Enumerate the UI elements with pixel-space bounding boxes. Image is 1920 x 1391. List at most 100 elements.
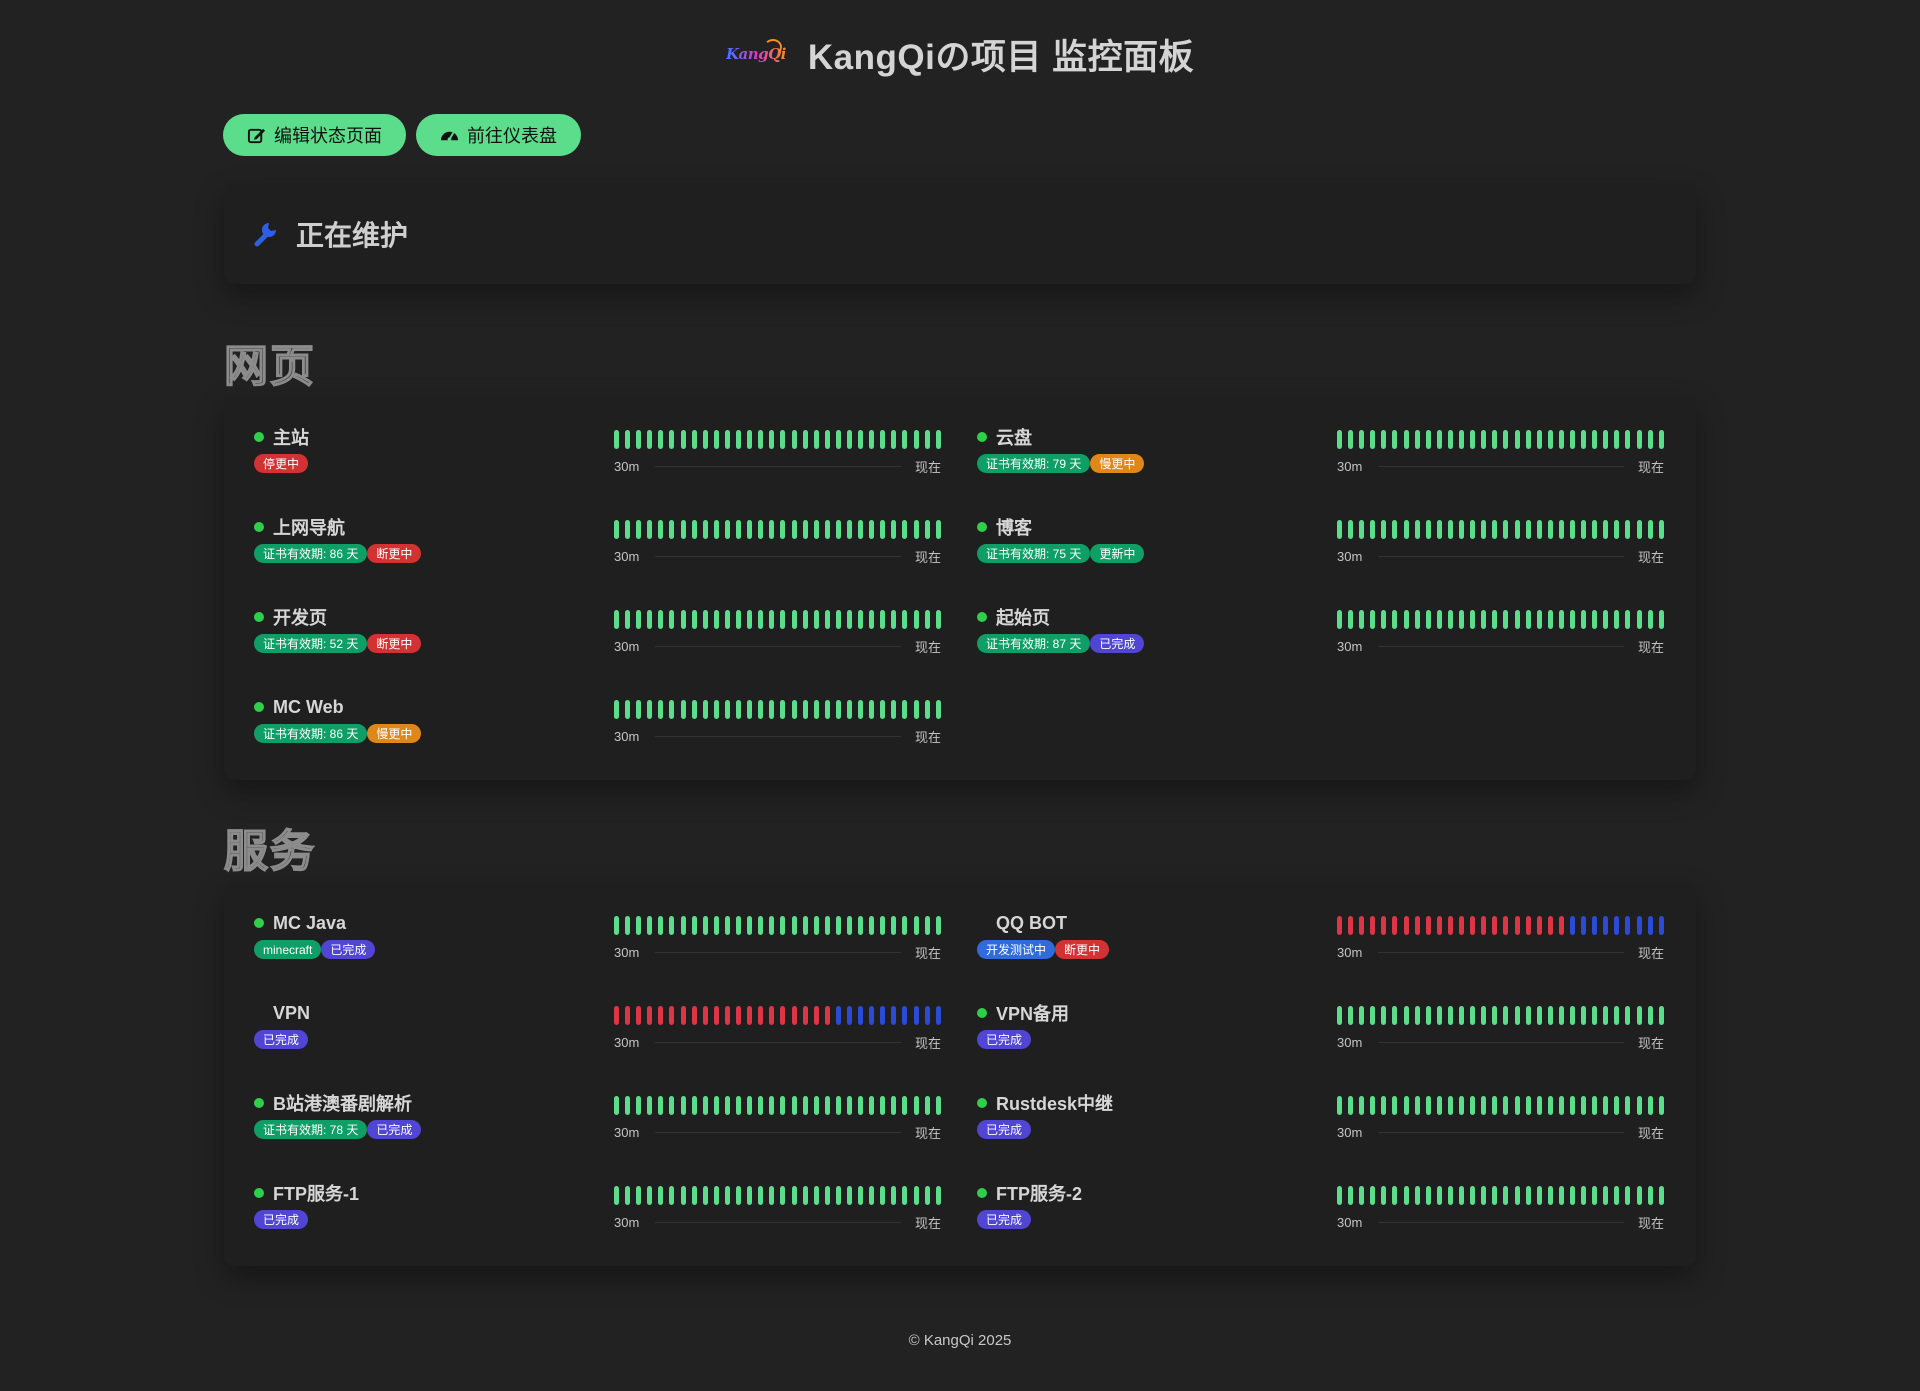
heartbeat-beat[interactable] [858,1006,864,1025]
heartbeat-beat[interactable] [1636,1186,1642,1205]
heartbeat-beat[interactable] [802,1186,808,1205]
heartbeat-beat[interactable] [636,916,642,935]
heartbeat-beat[interactable] [780,1186,786,1205]
heartbeat-beat[interactable] [669,1186,675,1205]
heartbeat-beat[interactable] [824,916,830,935]
monitor-item[interactable]: VPN 已完成 30m 现在 [254,1002,954,1074]
heartbeat-beat[interactable] [913,430,919,449]
heartbeat-beat[interactable] [846,916,852,935]
heartbeat-beat[interactable] [869,916,875,935]
heartbeat-beat[interactable] [1370,610,1376,629]
heartbeat-beat[interactable] [1447,1186,1453,1205]
heartbeat-beat[interactable] [769,700,775,719]
heartbeat-beat[interactable] [880,610,886,629]
heartbeat-beat[interactable] [791,700,797,719]
heartbeat-beat[interactable] [1658,1006,1664,1025]
heartbeat-beat[interactable] [813,1096,819,1115]
heartbeat-beat[interactable] [1470,916,1476,935]
heartbeat-beat[interactable] [902,520,908,539]
heartbeat-beat[interactable] [913,1006,919,1025]
heartbeat-beat[interactable] [614,520,619,539]
heartbeat-beat[interactable] [1547,520,1553,539]
heartbeat-beat[interactable] [691,520,697,539]
heartbeat-beat[interactable] [1470,1006,1476,1025]
monitor-name[interactable]: QQ BOT [996,912,1067,933]
heartbeat-beat[interactable] [824,520,830,539]
heartbeat-beat[interactable] [702,1186,708,1205]
heartbeat-beat[interactable] [924,916,930,935]
heartbeat-beat[interactable] [1492,1096,1498,1115]
heartbeat-beat[interactable] [1414,430,1420,449]
heartbeat-beat[interactable] [1592,520,1598,539]
heartbeat-beat[interactable] [1381,610,1387,629]
heartbeat-beat[interactable] [1547,916,1553,935]
heartbeat-beat[interactable] [1503,916,1509,935]
heartbeat-beat[interactable] [891,520,897,539]
heartbeat-beat[interactable] [869,520,875,539]
heartbeat-beat[interactable] [1359,1096,1365,1115]
heartbeat-beat[interactable] [758,610,764,629]
heartbeat-beat[interactable] [1425,1006,1431,1025]
heartbeat-beat[interactable] [1658,610,1664,629]
heartbeat-beat[interactable] [1403,916,1409,935]
heartbeat-beat[interactable] [1425,916,1431,935]
heartbeat-beat[interactable] [935,1186,941,1205]
heartbeat-beat[interactable] [769,1186,775,1205]
heartbeat-beat[interactable] [813,916,819,935]
heartbeat-beat[interactable] [1547,1006,1553,1025]
heartbeat-beat[interactable] [769,1096,775,1115]
heartbeat-beat[interactable] [1614,1186,1620,1205]
heartbeat-beat[interactable] [713,1006,719,1025]
heartbeat-beat[interactable] [791,520,797,539]
heartbeat-beat[interactable] [1603,430,1609,449]
heartbeat-beat[interactable] [1392,916,1398,935]
heartbeat-beat[interactable] [691,1096,697,1115]
heartbeat-beat[interactable] [1425,1096,1431,1115]
monitor-item[interactable]: 博客 证书有效期: 75 天更新中 30m 现在 [977,516,1677,588]
heartbeat-beat[interactable] [802,610,808,629]
heartbeat-beat[interactable] [924,700,930,719]
heartbeat-beat[interactable] [1536,1006,1542,1025]
heartbeat-beat[interactable] [702,430,708,449]
heartbeat-beat[interactable] [902,430,908,449]
heartbeat-beat[interactable] [1636,610,1642,629]
heartbeat-beat[interactable] [1381,520,1387,539]
heartbeat-beat[interactable] [1348,1006,1354,1025]
heartbeat-beat[interactable] [702,610,708,629]
heartbeat-beat[interactable] [1492,430,1498,449]
heartbeat-beat[interactable] [1359,610,1365,629]
heartbeat-beat[interactable] [1436,1006,1442,1025]
heartbeat-beat[interactable] [1337,1006,1342,1025]
heartbeat-beat[interactable] [1447,520,1453,539]
heartbeat-beat[interactable] [891,430,897,449]
heartbeat-beat[interactable] [1392,1006,1398,1025]
monitor-item[interactable]: 主站 停更中 30m 现在 [254,426,954,498]
heartbeat-beat[interactable] [1392,430,1398,449]
heartbeat-beat[interactable] [658,1006,664,1025]
heartbeat-beat[interactable] [891,610,897,629]
heartbeat-beat[interactable] [858,520,864,539]
monitor-name[interactable]: MC Java [273,912,347,933]
heartbeat-beat[interactable] [1636,520,1642,539]
heartbeat-beat[interactable] [1536,916,1542,935]
heartbeat-beat[interactable] [647,1186,653,1205]
heartbeat-beat[interactable] [802,520,808,539]
heartbeat-beat[interactable] [1481,520,1487,539]
heartbeat-beat[interactable] [1658,520,1664,539]
heartbeat-beat[interactable] [858,610,864,629]
heartbeat-beat[interactable] [636,700,642,719]
heartbeat-beat[interactable] [1414,610,1420,629]
heartbeat-beat[interactable] [1536,610,1542,629]
heartbeat-beat[interactable] [680,916,686,935]
heartbeat-beat[interactable] [1592,916,1598,935]
heartbeat-beat[interactable] [846,1096,852,1115]
heartbeat-beat[interactable] [702,916,708,935]
heartbeat-beat[interactable] [1603,1096,1609,1115]
heartbeat-beat[interactable] [1636,916,1642,935]
heartbeat-beat[interactable] [1447,610,1453,629]
monitor-name[interactable]: MC Web [273,696,344,717]
heartbeat-beat[interactable] [913,700,919,719]
heartbeat-beat[interactable] [691,700,697,719]
heartbeat-beat[interactable] [813,520,819,539]
heartbeat-beat[interactable] [1592,1096,1598,1115]
